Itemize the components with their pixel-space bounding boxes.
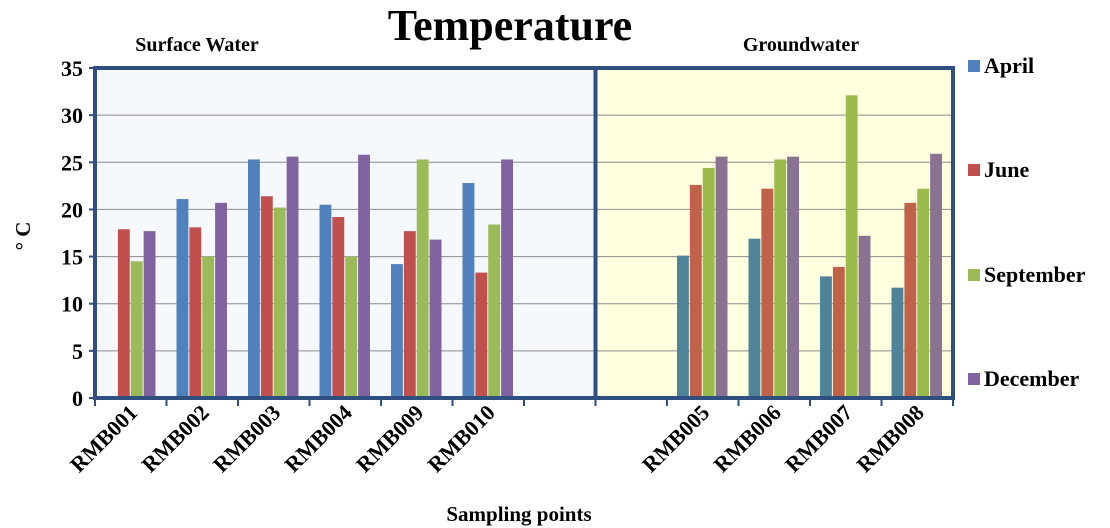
- bar-june-rmb001: [117, 229, 130, 398]
- bar-december-rmb005: [715, 156, 728, 398]
- y-tick-label: 35: [61, 56, 83, 81]
- bar-june-rmb004: [332, 216, 345, 398]
- x-tick-label: RMB004: [279, 400, 356, 477]
- y-tick-label: 15: [61, 245, 83, 270]
- gridlines: [95, 114, 953, 352]
- bar-december-rmb010: [501, 159, 513, 398]
- x-axis-label: Sampling points: [446, 502, 591, 526]
- y-axis-label: ° C: [11, 222, 35, 251]
- bar-june-rmb006: [761, 188, 774, 398]
- legend-swatch-december: [968, 373, 980, 385]
- bar-december-rmb009: [429, 239, 442, 398]
- legend-swatch-june: [968, 164, 980, 176]
- bar-april-rmb006: [748, 238, 761, 398]
- bar-december-rmb006: [787, 156, 799, 398]
- region-label-surface: Surface Water: [135, 34, 259, 56]
- y-tick-label: 10: [61, 292, 83, 317]
- legend-label-june: June: [984, 157, 1029, 182]
- bar-april-rmb002: [176, 199, 189, 398]
- bar-april-rmb005: [677, 255, 689, 398]
- chart-title: Temperature: [388, 1, 632, 50]
- x-tick-label: RMB006: [708, 400, 785, 477]
- bar-june-rmb007: [832, 266, 845, 398]
- bar-june-rmb003: [260, 196, 273, 398]
- y-tick-label: 30: [61, 103, 83, 128]
- bar-september-rmb010: [488, 224, 501, 398]
- x-tick-label: RMB008: [851, 400, 928, 477]
- bar-june-rmb002: [189, 227, 202, 398]
- bar-june-rmb010: [475, 272, 488, 398]
- bar-december-rmb001: [143, 231, 156, 398]
- bar-september-rmb009: [416, 159, 429, 398]
- bar-april-rmb007: [820, 276, 832, 398]
- bar-september-rmb007: [845, 95, 858, 398]
- x-tick-label: RMB005: [637, 400, 714, 477]
- bar-june-rmb008: [904, 202, 917, 398]
- x-tick-label: RMB010: [422, 400, 499, 477]
- bar-september-rmb005: [702, 167, 715, 398]
- bar-september-rmb004: [345, 256, 358, 398]
- bar-december-rmb003: [286, 156, 299, 398]
- y-tick-label: 0: [72, 386, 83, 411]
- x-tick-label: RMB001: [65, 400, 142, 477]
- bar-september-rmb006: [774, 159, 787, 398]
- bar-april-rmb009: [391, 264, 403, 398]
- bar-december-rmb002: [215, 202, 227, 398]
- bar-december-rmb008: [930, 153, 942, 398]
- bar-december-rmb004: [358, 154, 370, 398]
- y-axis-ticks: 0 5 10 15 20 25 30 35: [61, 56, 95, 411]
- x-tick-label: RMB003: [208, 400, 285, 477]
- x-tick-label: RMB009: [351, 400, 428, 477]
- legend-swatch-april: [968, 60, 980, 72]
- bar-june-rmb005: [689, 184, 702, 398]
- bar-september-rmb001: [130, 261, 143, 398]
- bar-april-rmb003: [248, 159, 260, 398]
- y-tick-label: 5: [72, 339, 83, 364]
- bar-april-rmb008: [891, 287, 904, 398]
- bar-september-rmb003: [273, 207, 286, 398]
- legend-label-april: April: [984, 53, 1034, 78]
- legend: April June September December: [968, 53, 1086, 391]
- bar-september-rmb002: [202, 256, 215, 398]
- legend-swatch-september: [968, 269, 980, 281]
- bar-december-rmb007: [858, 235, 871, 398]
- bar-april-rmb004: [319, 204, 332, 398]
- legend-label-september: September: [984, 262, 1086, 287]
- bar-june-rmb009: [403, 231, 416, 398]
- x-tick-label: RMB002: [136, 400, 213, 477]
- region-label-groundwater: Groundwater: [743, 34, 859, 56]
- bar-september-rmb008: [917, 188, 930, 398]
- y-tick-label: 25: [61, 150, 83, 175]
- bar-april-rmb010: [462, 183, 475, 398]
- legend-label-december: December: [984, 366, 1080, 391]
- x-tick-label: RMB007: [780, 400, 857, 477]
- bars: [117, 95, 942, 398]
- y-tick-label: 20: [61, 197, 83, 222]
